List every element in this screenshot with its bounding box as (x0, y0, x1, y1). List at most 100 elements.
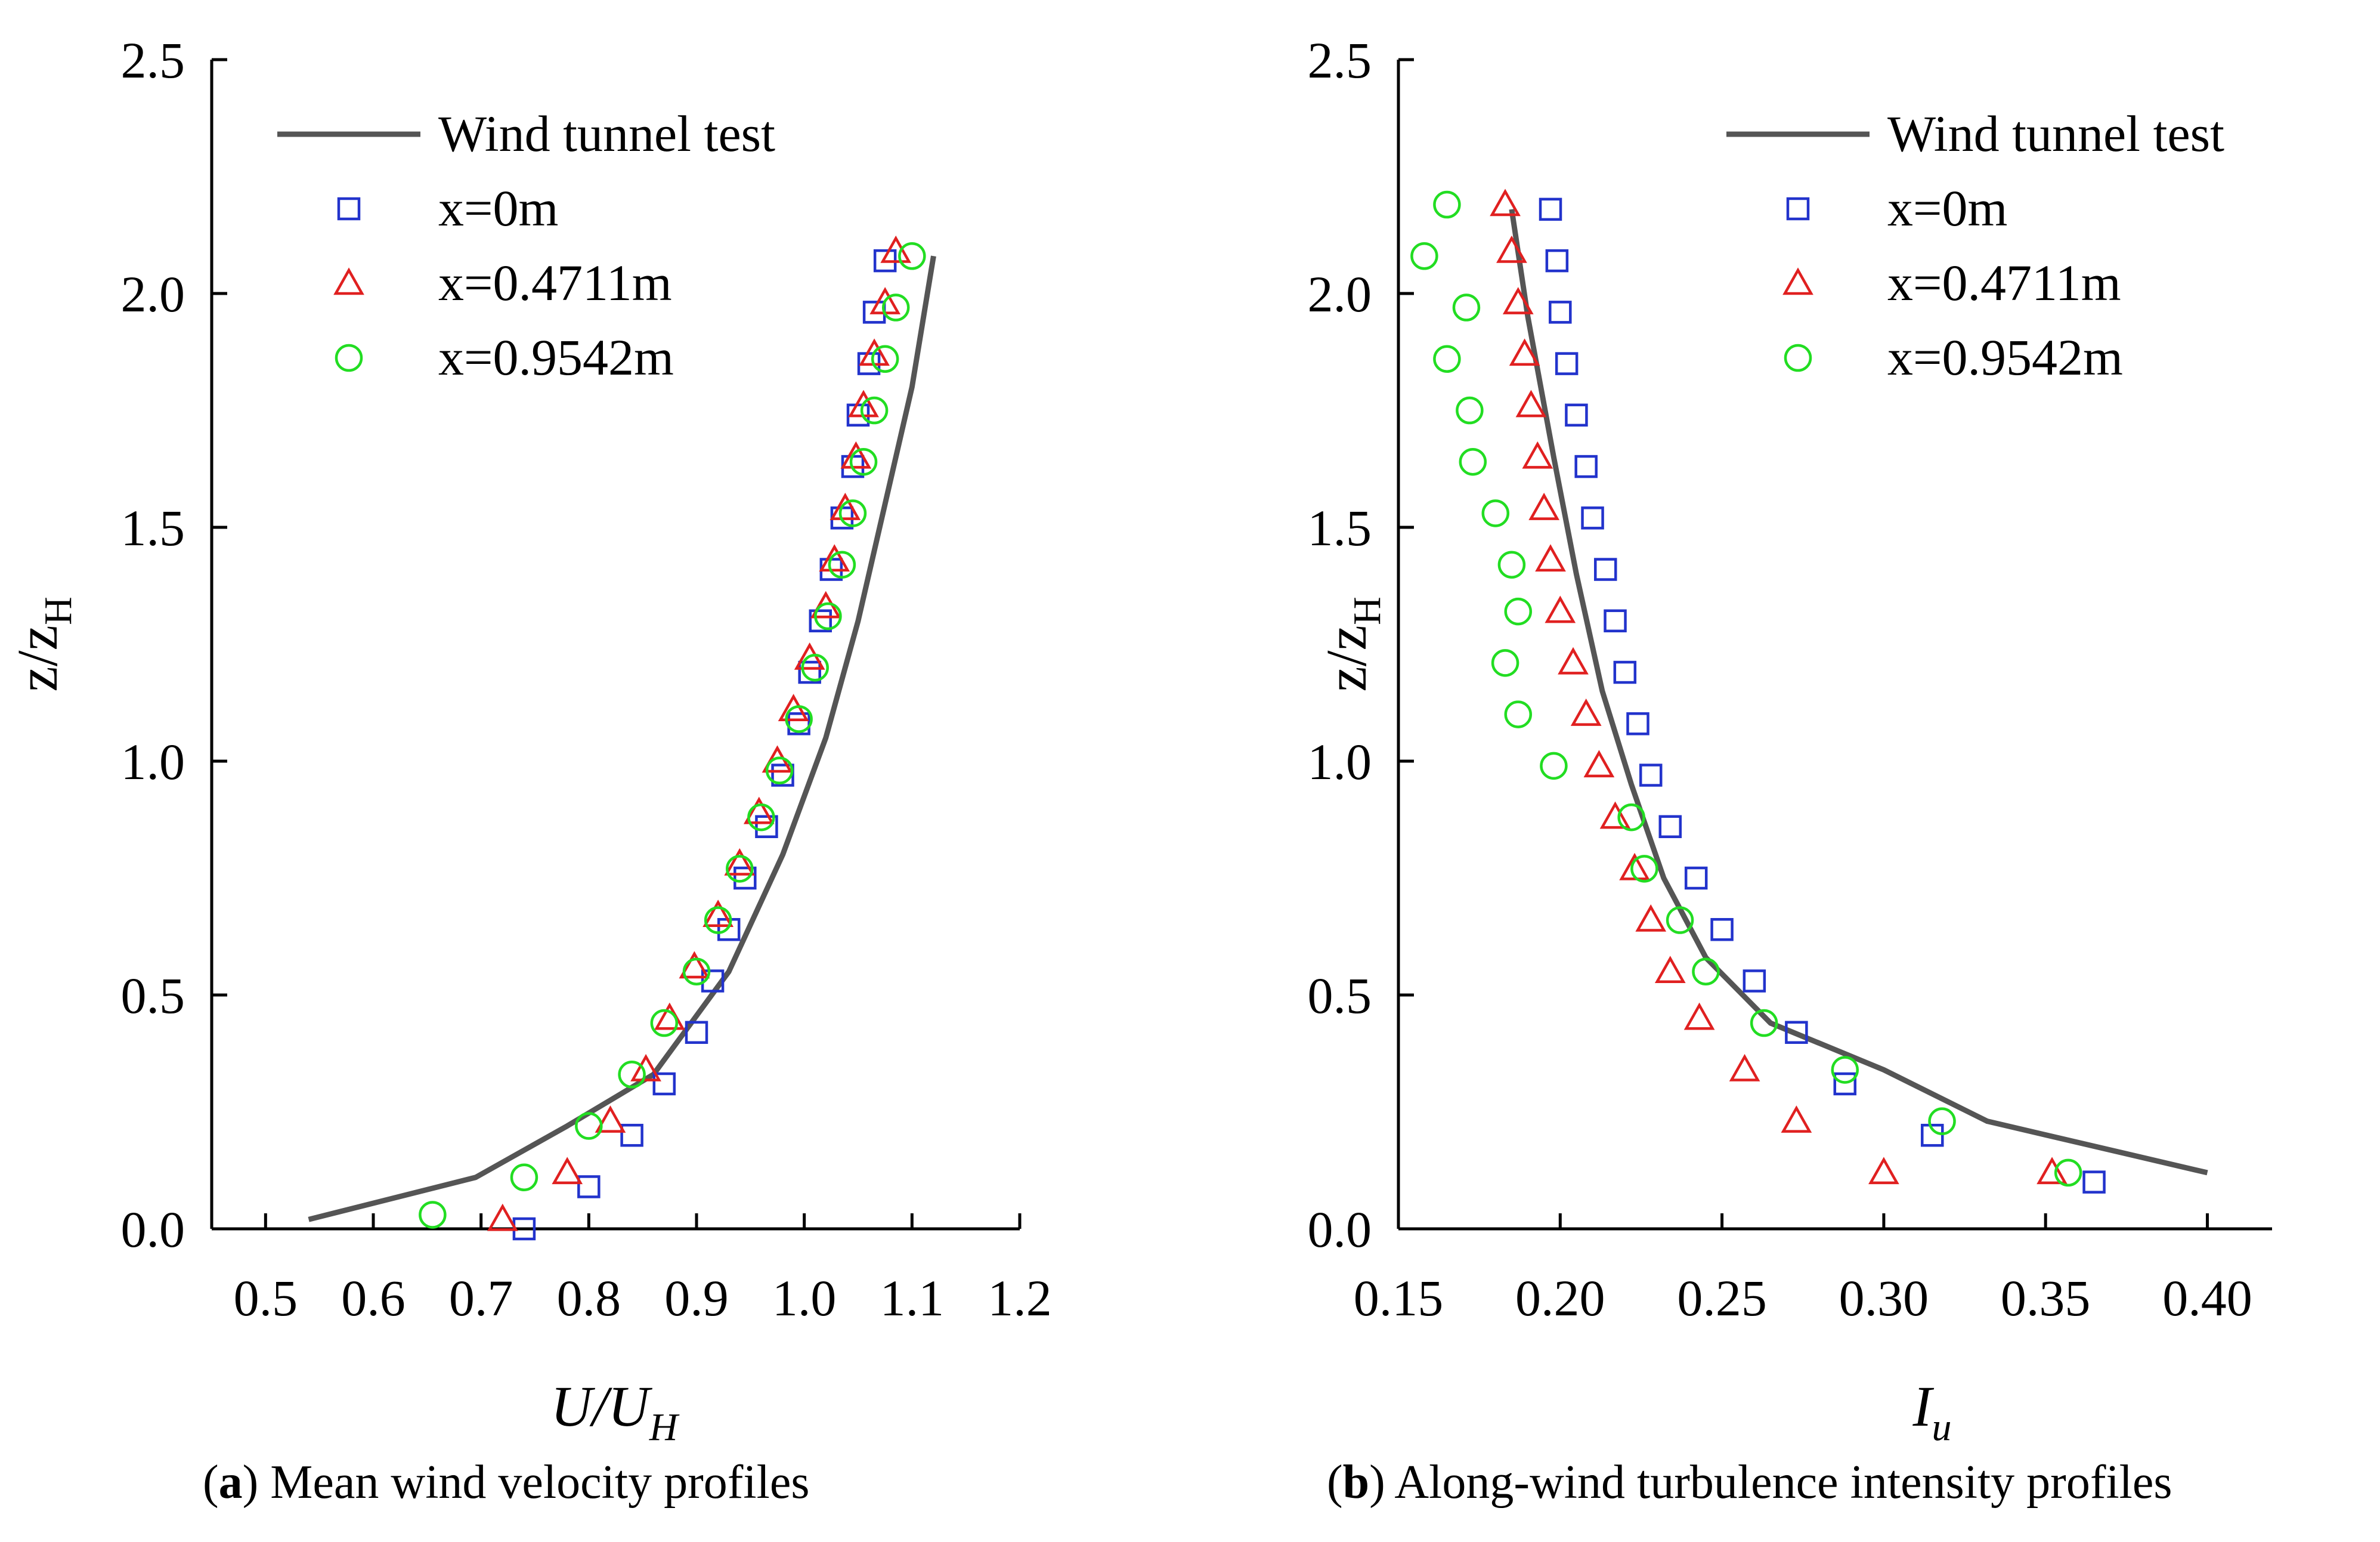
chart-a-series-2 (487, 235, 912, 1231)
chart-b-legend: Wind tunnel test x=0m x=0.4711m x=0.9542m (1726, 105, 2224, 386)
chart-a-y-axis-title: z/zH (5, 597, 80, 692)
chart-a-x-tick-label: 1.0 (772, 1269, 837, 1327)
chart-a-point-square (787, 712, 810, 736)
chart-a-point-circle (814, 602, 842, 631)
chart-b-point-circle (1504, 597, 1533, 626)
chart-b-x-tick-label: 0.15 (1354, 1269, 1444, 1327)
chart-b-point-triangle (1683, 1002, 1715, 1030)
chart-a-point-circle (510, 1163, 538, 1192)
chart-a-point-square (798, 660, 821, 684)
chart-a-y-axis-title-main: z/z (5, 625, 69, 692)
chart-b-y-tick-label: 2.5 (1308, 32, 1372, 89)
chart-a-x-tick-label: 0.8 (557, 1269, 621, 1327)
chart-a-point-circle (704, 906, 732, 934)
chart-a-point-circle (785, 705, 813, 733)
caption-b: (b) Along-wind turbulence intensity prof… (1327, 1456, 2172, 1509)
chart-b-x-axis-title: Iu (1912, 1374, 1952, 1449)
chart-b-point-square (1555, 352, 1579, 375)
chart-a-y-tick-label: 0.5 (121, 967, 185, 1024)
chart-a-legend-swatch-square (337, 197, 361, 221)
chart-b-point-triangle (1545, 595, 1576, 623)
chart-b-x-tick-label: 0.20 (1515, 1269, 1605, 1327)
chart-a-x-tick-label: 0.5 (234, 1269, 298, 1327)
chart-a-point-square (771, 764, 794, 787)
chart-b-point-triangle (1522, 441, 1553, 469)
chart-b-x-axis-title-main: I (1912, 1374, 1935, 1438)
chart-b-x-axis-title-sub: u (1932, 1405, 1951, 1449)
chart-b-point-triangle (1496, 235, 1527, 263)
chart-b-point-triangle (1619, 852, 1650, 880)
chart-b-point-circle (1750, 1009, 1778, 1037)
chart-a-point-square (701, 969, 725, 993)
chart-a-y-axis-title-sub: H (36, 597, 80, 625)
caption-a: (a) Mean wind velocity profiles (203, 1456, 810, 1509)
chart-b-x-tick-label: 0.25 (1677, 1269, 1767, 1327)
chart-a-x-tick-label: 1.2 (988, 1269, 1052, 1327)
chart-b-y-tick-label: 0.5 (1308, 967, 1372, 1024)
chart-a-point-triangle (819, 544, 850, 572)
chart-b-point-triangle (1583, 750, 1615, 778)
chart-a-point-triangle (487, 1203, 518, 1231)
chart-a: 0.5 0.6 0.7 0.8 0.9 1.0 1.1 1.2 0.0 0.5 1.0 1.5 2.0 2… (5, 32, 1052, 1449)
chart-b-point-square (1743, 969, 1766, 993)
chart-b-point-circle (1497, 551, 1526, 579)
chart-a-point-circle (747, 803, 775, 832)
chart-b-point-square (1684, 866, 1708, 890)
chart-b-series-0 (1509, 209, 2208, 1176)
chart-a-y-tick-label: 2.5 (121, 32, 185, 89)
chart-a-point-circle (575, 1112, 603, 1140)
chart-a-point-circle (881, 293, 910, 322)
chart-a-point-triangle (724, 848, 756, 876)
chart-a-series-3 (419, 242, 926, 1229)
chart-a-point-triangle (778, 694, 809, 722)
chart-b-point-circle (1831, 1056, 1859, 1084)
chart-b-point-circle (1452, 293, 1481, 322)
caption-b-text: Along-wind turbulence intensity profiles (1385, 1456, 2172, 1509)
chart-a-point-circle (860, 396, 889, 425)
chart-b-point-triangle (1502, 287, 1534, 314)
chart-b-legend-swatch-square (1786, 197, 1810, 221)
chart-b-point-circle (1491, 649, 1519, 677)
chart-a-point-triangle (702, 900, 734, 927)
chart-a-point-circle (618, 1061, 646, 1089)
chart-b-y-tick-label: 0.0 (1308, 1201, 1372, 1258)
chart-a-line-wind-tunnel (308, 255, 936, 1222)
chart-a-legend-label: x=0.9542m (438, 329, 674, 386)
chart-a-x-tick-label: 1.1 (880, 1269, 945, 1327)
chart-b-line-wind-tunnel (1509, 209, 2208, 1176)
chart-a-point-triangle (654, 1002, 685, 1030)
chart-a-x-tick-label: 0.6 (341, 1269, 406, 1327)
chart-a-point-triangle (794, 642, 825, 670)
chart-b-point-square (2082, 1170, 2106, 1194)
chart-a-point-circle (801, 653, 829, 682)
chart-a-point-triangle (840, 441, 872, 469)
chart-b-point-circle (1630, 855, 1658, 883)
chart-b-point-circle (1692, 957, 1720, 986)
chart-b-point-square (1565, 403, 1588, 427)
chart-a-point-square (685, 1021, 708, 1044)
chart-a-legend-label: x=0.4711m (438, 254, 672, 311)
chart-a-x-tick-label: 0.7 (449, 1269, 513, 1327)
chart-b-point-triangle (1535, 544, 1566, 572)
chart-b-point-circle (1459, 447, 1487, 476)
chart-b-point-circle (1433, 345, 1461, 373)
chart-a-x-axis-title-main: U/U (551, 1374, 653, 1438)
chart-a-point-square (620, 1123, 643, 1147)
chart-a-legend-swatch-triangle (333, 267, 364, 295)
chart-a-series-0 (308, 255, 936, 1222)
chart-b-y-tick-label: 1.0 (1308, 733, 1372, 790)
chart-b-legend-label: x=0.9542m (1887, 329, 2123, 386)
chart-a-point-circle (765, 756, 794, 784)
chart-b-point-circle (1410, 242, 1438, 270)
chart-b-point-square (1785, 1021, 1808, 1044)
chart-a-point-triangle (552, 1157, 583, 1185)
chart-b-series-2 (1490, 188, 2068, 1185)
chart-a-point-square (809, 609, 832, 633)
chart-b-point-square (1658, 815, 1682, 839)
chart-b-point-triangle (1868, 1157, 1899, 1185)
chart-b-point-circle (1481, 499, 1510, 527)
chart-a-point-square (755, 815, 778, 839)
chart-b-legend-swatch-triangle (1782, 267, 1813, 295)
chart-b-series-3 (1410, 190, 2082, 1187)
chart-b-point-square (1604, 609, 1627, 633)
